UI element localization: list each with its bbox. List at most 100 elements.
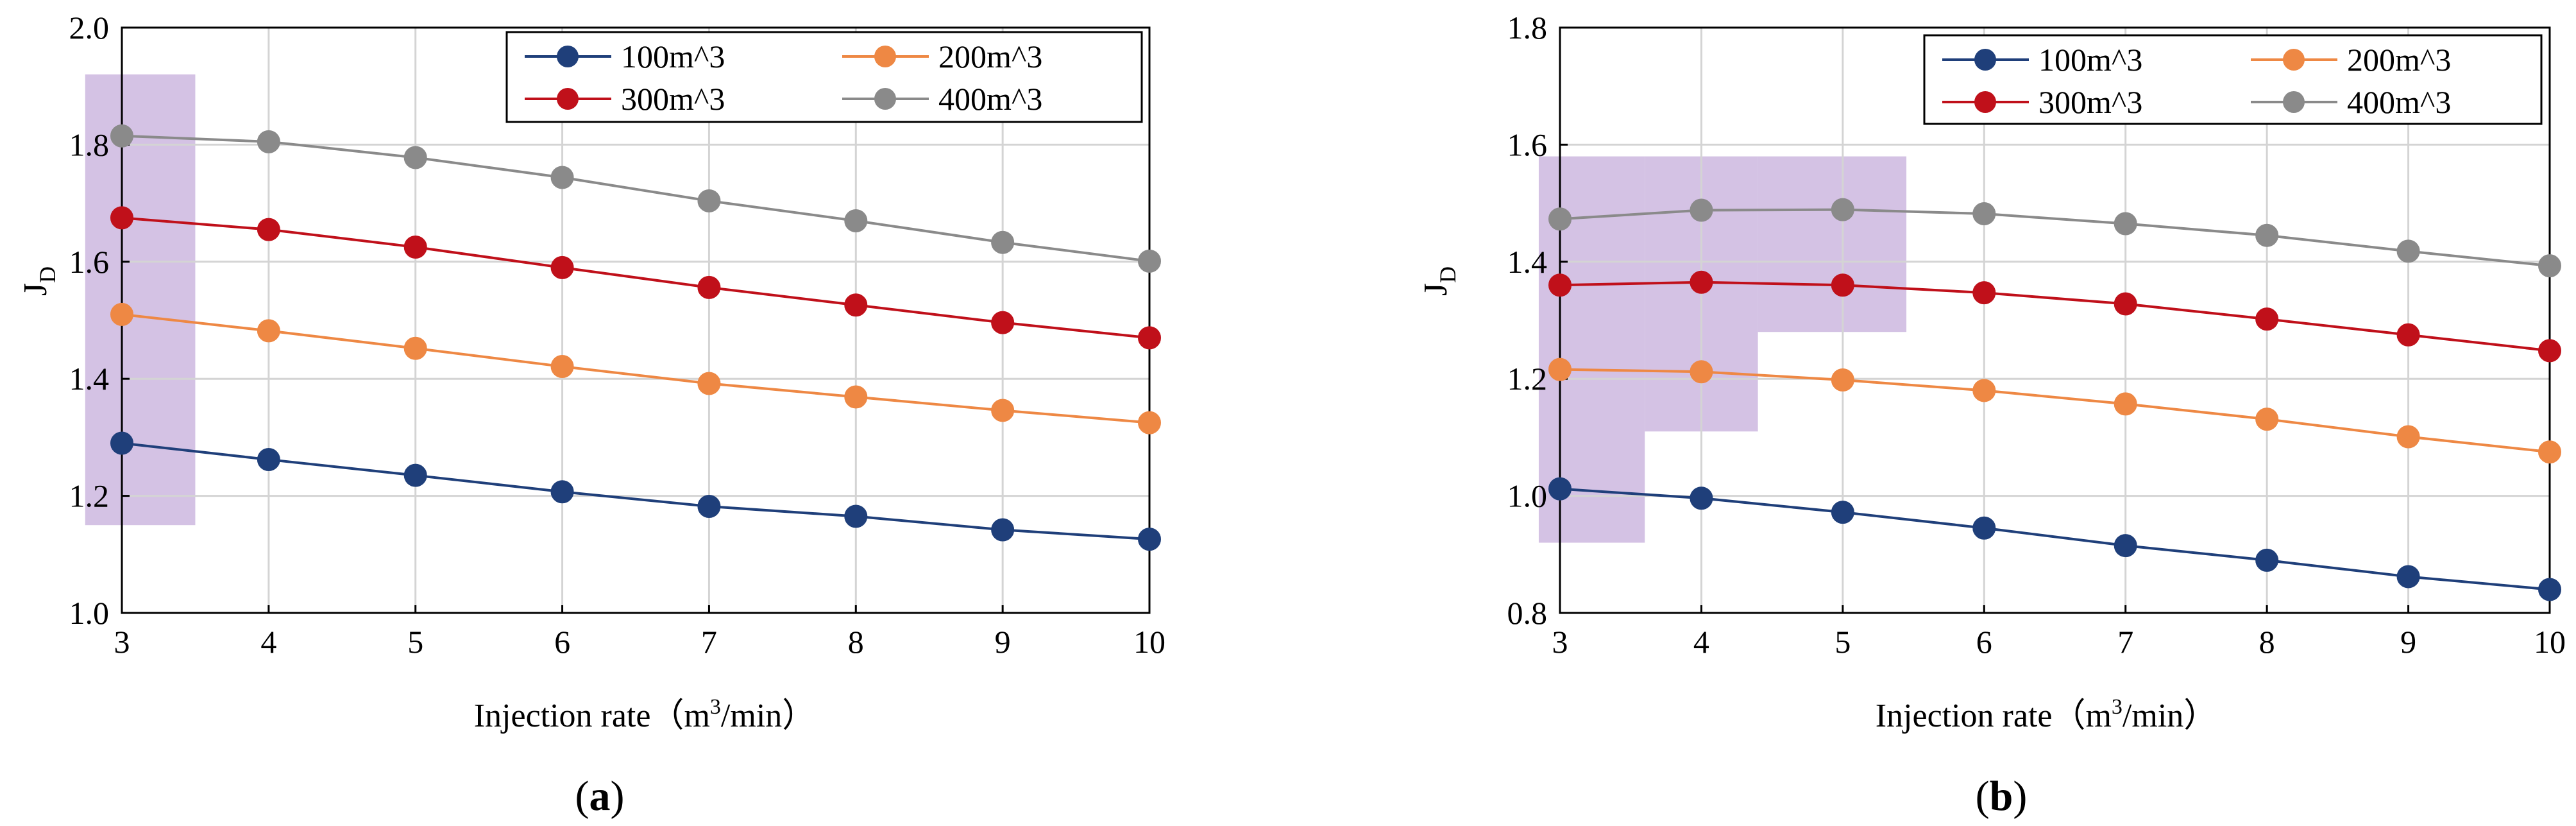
panel-a-point-400m^3-x6 xyxy=(550,166,574,189)
panel-b-point-100m^3-x5 xyxy=(1831,501,1854,524)
panel-a-y-tick-label-1.4: 1.4 xyxy=(69,361,110,397)
panel-b-legend: 100m^3 200m^3 300m^3 400m^3 xyxy=(1923,34,2543,125)
panel-b-point-300m^3-x3 xyxy=(1548,273,1572,297)
panel-b-x-tick-label-7: 7 xyxy=(2117,624,2133,660)
panel-b-legend-label-200m^3: 200m^3 xyxy=(2347,42,2451,78)
panel-a-point-100m^3-x10 xyxy=(1138,528,1161,551)
panel-b-legend-label-100m^3: 100m^3 xyxy=(2038,42,2142,78)
panel-a-point-200m^3-x7 xyxy=(697,372,721,395)
panel-b-legend-label-300m^3: 300m^3 xyxy=(2038,84,2142,120)
panel-b-x-tick-label-8: 8 xyxy=(2259,624,2275,660)
panel-a-point-200m^3-x3 xyxy=(110,302,133,326)
panel-a-grid xyxy=(122,28,1149,613)
panel-a-point-300m^3-x7 xyxy=(697,275,721,299)
panel-a-y-ticks: 1.0 1.2 1.4 1.6 1.8 2.0 xyxy=(69,10,130,631)
panel-b-y-axis-title: JD xyxy=(1418,266,1461,296)
panel-a-point-200m^3-x10 xyxy=(1138,411,1161,435)
panel-b-highlight-region-3 xyxy=(1758,156,1907,332)
panel-a-point-300m^3-x8 xyxy=(844,293,868,317)
panel-b-series-line-400m^3 xyxy=(1559,208,2550,268)
panel-b-series-line-300m^3 xyxy=(1559,280,2550,352)
panel-a-point-100m^3-x6 xyxy=(550,480,574,504)
panel-a-x-ticks: 3 4 5 6 7 8 9 10 xyxy=(114,605,1165,660)
panel-b-point-400m^3-x9 xyxy=(2396,239,2420,263)
panel-a-point-100m^3-x7 xyxy=(697,495,721,519)
panel-b-point-200m^3-x4 xyxy=(1690,360,1713,384)
panel-b-plot-frame xyxy=(1559,26,2551,614)
panel-a-legend-box xyxy=(505,31,1143,123)
panel-b-point-100m^3-x9 xyxy=(2396,565,2420,589)
panel-a-x-tick-label-6: 6 xyxy=(554,624,570,660)
panel-a-x-tick-label-7: 7 xyxy=(701,624,717,660)
panel-a-x-tick-label-10: 10 xyxy=(1133,624,1165,660)
panel-b-point-200m^3-x6 xyxy=(1972,379,1996,402)
panel-a-point-200m^3-x4 xyxy=(257,319,280,343)
panel-a-series-line-200m^3 xyxy=(121,313,1150,424)
panel-a-y-tick-label-2.0: 2.0 xyxy=(69,10,110,46)
panel-b-x-tick-label-3: 3 xyxy=(1552,624,1568,660)
panel-a-x-tick-label-8: 8 xyxy=(848,624,864,660)
panel-b-point-100m^3-x6 xyxy=(1972,516,1996,540)
panel-a-legend: 100m^3 200m^3 300m^3 400m^3 xyxy=(505,31,1143,123)
panel-a-legend-marker-300m^3 xyxy=(557,88,579,110)
panel-a-x-tick-label-5: 5 xyxy=(407,624,423,660)
panel-b-legend-box xyxy=(1923,34,2543,125)
panel-b-legend-marker-200m^3 xyxy=(2283,49,2305,71)
panel-b-y-tick-label-1.6: 1.6 xyxy=(1507,126,1548,162)
panel-b-point-300m^3-x8 xyxy=(2255,307,2279,331)
panel-b-legend-marker-100m^3 xyxy=(1974,49,1996,71)
panel-a-y-tick-label-1.0: 1.0 xyxy=(69,595,110,631)
panel-b-point-200m^3-x7 xyxy=(2114,392,2137,416)
panel-a-series-line-400m^3 xyxy=(121,134,1150,262)
panel-a-point-300m^3-x5 xyxy=(403,236,427,259)
panel-b-series-line-100m^3 xyxy=(1559,487,2550,591)
panel-b-y-ticks: 0.8 1.0 1.2 1.4 1.6 1.8 xyxy=(1507,10,1568,631)
panel-b-point-100m^3-x7 xyxy=(2114,534,2137,558)
panel-b-point-200m^3-x5 xyxy=(1831,368,1854,392)
panel-b-point-300m^3-x10 xyxy=(2538,339,2561,363)
panel-a-series-line-300m^3 xyxy=(121,216,1150,340)
panel-a-point-300m^3-x3 xyxy=(110,206,133,230)
panel-b-point-100m^3-x4 xyxy=(1690,486,1713,510)
panel-b-point-200m^3-x10 xyxy=(2538,440,2561,464)
panel-b-y-tick-label-1.2: 1.2 xyxy=(1507,361,1548,397)
panel-b-point-400m^3-x8 xyxy=(2255,223,2279,247)
panel-b-point-200m^3-x3 xyxy=(1548,357,1572,381)
panel-b-chart: 3 4 5 6 7 8 9 10 0.8 1.0 1.2 1.4 1.6 1.8 100m^3 200m^… xyxy=(1418,10,2566,820)
panel-a-x-tick-label-9: 9 xyxy=(995,624,1011,660)
panel-a-point-200m^3-x6 xyxy=(550,355,574,379)
panel-a-series-line-100m^3 xyxy=(121,442,1150,541)
panel-b-point-300m^3-x5 xyxy=(1831,273,1854,297)
panel-a-label: (a) xyxy=(575,773,625,820)
panel-a-y-tick-label-1.2: 1.2 xyxy=(69,478,110,514)
panel-b-point-300m^3-x9 xyxy=(2396,323,2420,347)
panel-b-x-tick-label-4: 4 xyxy=(1693,624,1709,660)
panel-b-point-200m^3-x9 xyxy=(2396,425,2420,449)
panel-a-point-400m^3-x4 xyxy=(257,130,280,153)
panel-a-point-400m^3-x7 xyxy=(697,189,721,212)
panel-b-legend-marker-400m^3 xyxy=(2283,91,2305,113)
panel-b-series-line-200m^3 xyxy=(1559,368,2550,454)
panel-a-x-axis-title: Injection rate（m3/min） xyxy=(474,695,816,734)
panel-a-point-200m^3-x5 xyxy=(403,336,427,360)
panel-b-x-tick-label-6: 6 xyxy=(1976,624,1992,660)
panel-a-point-100m^3-x3 xyxy=(110,431,133,455)
panel-a-point-200m^3-x9 xyxy=(991,399,1015,422)
panel-a-legend-marker-400m^3 xyxy=(874,88,896,110)
panel-a-point-400m^3-x10 xyxy=(1138,249,1161,273)
panel-a-point-100m^3-x9 xyxy=(991,518,1015,542)
panel-b-legend-marker-300m^3 xyxy=(1974,91,1996,113)
panel-a-legend-label-400m^3: 400m^3 xyxy=(938,81,1042,117)
panel-b-point-400m^3-x3 xyxy=(1548,207,1572,231)
panel-a-point-300m^3-x9 xyxy=(991,311,1015,334)
panel-a-point-400m^3-x3 xyxy=(110,124,133,148)
panel-b-point-100m^3-x10 xyxy=(2538,578,2561,601)
panel-a-x-tick-label-4: 4 xyxy=(260,624,276,660)
panel-a-point-200m^3-x8 xyxy=(844,385,868,409)
panel-b-point-400m^3-x6 xyxy=(1972,202,1996,226)
panel-b-point-100m^3-x3 xyxy=(1548,477,1572,501)
panel-b-point-100m^3-x8 xyxy=(2255,548,2279,572)
panel-a-point-100m^3-x5 xyxy=(403,463,427,487)
panel-b-point-400m^3-x10 xyxy=(2538,254,2561,278)
